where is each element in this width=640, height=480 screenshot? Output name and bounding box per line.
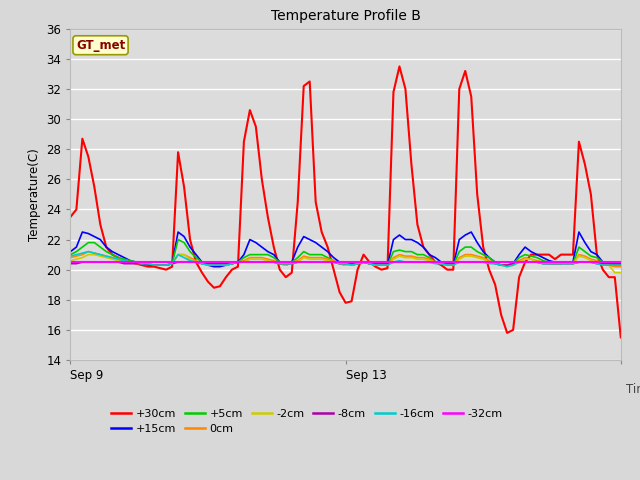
Title: Temperature Profile B: Temperature Profile B [271, 10, 420, 24]
Text: GT_met: GT_met [76, 39, 125, 52]
Text: Time: Time [627, 383, 640, 396]
Legend: +30cm, +15cm, +5cm, 0cm, -2cm, -8cm, -16cm, -32cm: +30cm, +15cm, +5cm, 0cm, -2cm, -8cm, -16… [111, 408, 502, 434]
Y-axis label: Temperature(C): Temperature(C) [28, 148, 41, 241]
